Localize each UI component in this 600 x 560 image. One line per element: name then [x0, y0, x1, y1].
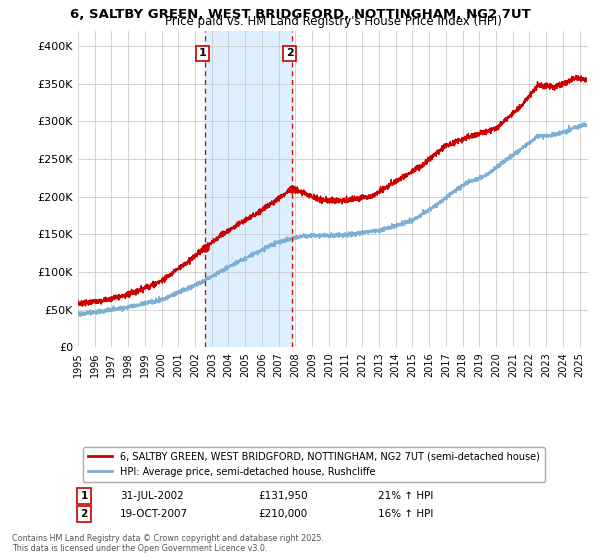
Legend: 6, SALTBY GREEN, WEST BRIDGFORD, NOTTINGHAM, NG2 7UT (semi-detached house), HPI:: 6, SALTBY GREEN, WEST BRIDGFORD, NOTTING… [83, 447, 545, 482]
Text: 19-OCT-2007: 19-OCT-2007 [120, 509, 188, 519]
Text: 6, SALTBY GREEN, WEST BRIDGFORD, NOTTINGHAM, NG2 7UT: 6, SALTBY GREEN, WEST BRIDGFORD, NOTTING… [70, 8, 530, 21]
Text: 21% ↑ HPI: 21% ↑ HPI [378, 491, 433, 501]
Text: 16% ↑ HPI: 16% ↑ HPI [378, 509, 433, 519]
Text: 1: 1 [80, 491, 88, 501]
Text: 2: 2 [286, 48, 293, 58]
Bar [205, 31, 292, 347]
Text: 31-JUL-2002: 31-JUL-2002 [120, 491, 184, 501]
Text: 1: 1 [199, 48, 206, 58]
Title: Price paid vs. HM Land Registry's House Price Index (HPI): Price paid vs. HM Land Registry's House … [164, 15, 502, 28]
Text: £210,000: £210,000 [258, 509, 307, 519]
Text: 2: 2 [80, 509, 88, 519]
Text: Contains HM Land Registry data © Crown copyright and database right 2025.
This d: Contains HM Land Registry data © Crown c… [12, 534, 324, 553]
Text: £131,950: £131,950 [258, 491, 308, 501]
